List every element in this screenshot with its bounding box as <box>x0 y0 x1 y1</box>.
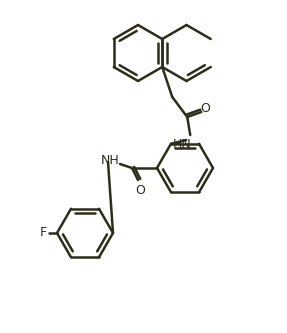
Text: F: F <box>39 226 46 239</box>
Text: O: O <box>135 183 145 196</box>
Text: O: O <box>200 103 210 116</box>
Text: HN: HN <box>173 139 192 152</box>
Text: NH: NH <box>101 154 119 166</box>
